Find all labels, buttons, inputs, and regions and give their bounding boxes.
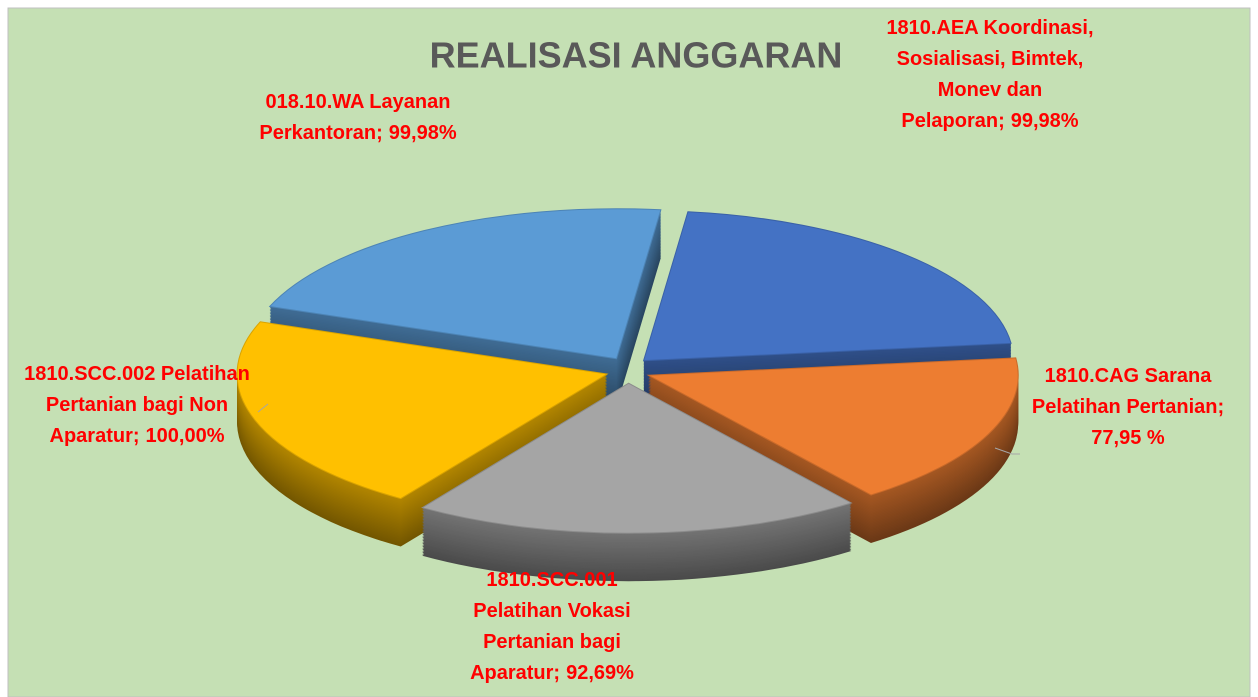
data-label-line: Pertanian bagi Non [46, 394, 228, 416]
data-label: 1810.AEA Koordinasi, Sosialisasi, Bimtek,… [886, 17, 1093, 132]
slice [646, 357, 1019, 496]
data-label-value: 77,95 % [1091, 427, 1165, 449]
data-label-value: 100,00% [146, 425, 225, 447]
data-label-line: 1810.AEA Koordinasi, [886, 17, 1093, 39]
leader-line [994, 447, 1020, 455]
data-label-line: Monev dan [938, 79, 1042, 101]
data-label-line: Aparatur; [50, 425, 140, 447]
data-label-value: 92,69% [566, 662, 634, 684]
data-label-line: 1810.CAG Sarana [1045, 365, 1213, 387]
data-label-line: Pelatihan Pertanian; [1032, 396, 1224, 418]
data-label: 1810.CAG Sarana Pelatihan Pertanian; 77,95… [1032, 365, 1224, 449]
data-label-line: Pelatihan Vokasi [473, 600, 630, 622]
data-label-value: 99,98% [389, 122, 457, 144]
slice [421, 382, 853, 534]
data-label-line: Pelaporan; [901, 110, 1004, 132]
data-label-line: Sosialisasi, Bimtek, [897, 48, 1084, 70]
data-label-line: Perkantoran; [259, 122, 382, 144]
data-label-line: 1810.SCC.002 Pelatihan [24, 363, 250, 385]
data-label-value: 99,98% [1011, 110, 1079, 132]
data-label-line: 1810.SCC.001 [486, 569, 617, 591]
slice [268, 208, 662, 360]
data-label-line: Aparatur; [470, 662, 560, 684]
leader-line [257, 403, 269, 413]
slice [236, 321, 609, 500]
data-label: 1810.SCC.001 Pelatihan Vokasi Pertanian ba… [470, 569, 634, 684]
data-label-line: Pertanian bagi [483, 631, 621, 653]
data-label: 018.10.WA Layanan Perkantoran; 99,98% [259, 91, 456, 144]
data-label: 1810.SCC.002 Pelatihan Pertanian bagi Non… [24, 363, 250, 447]
slice [642, 211, 1012, 362]
data-label-line: 018.10.WA Layanan [266, 91, 451, 113]
chart-title: REALISASI ANGGARAN [430, 35, 843, 76]
